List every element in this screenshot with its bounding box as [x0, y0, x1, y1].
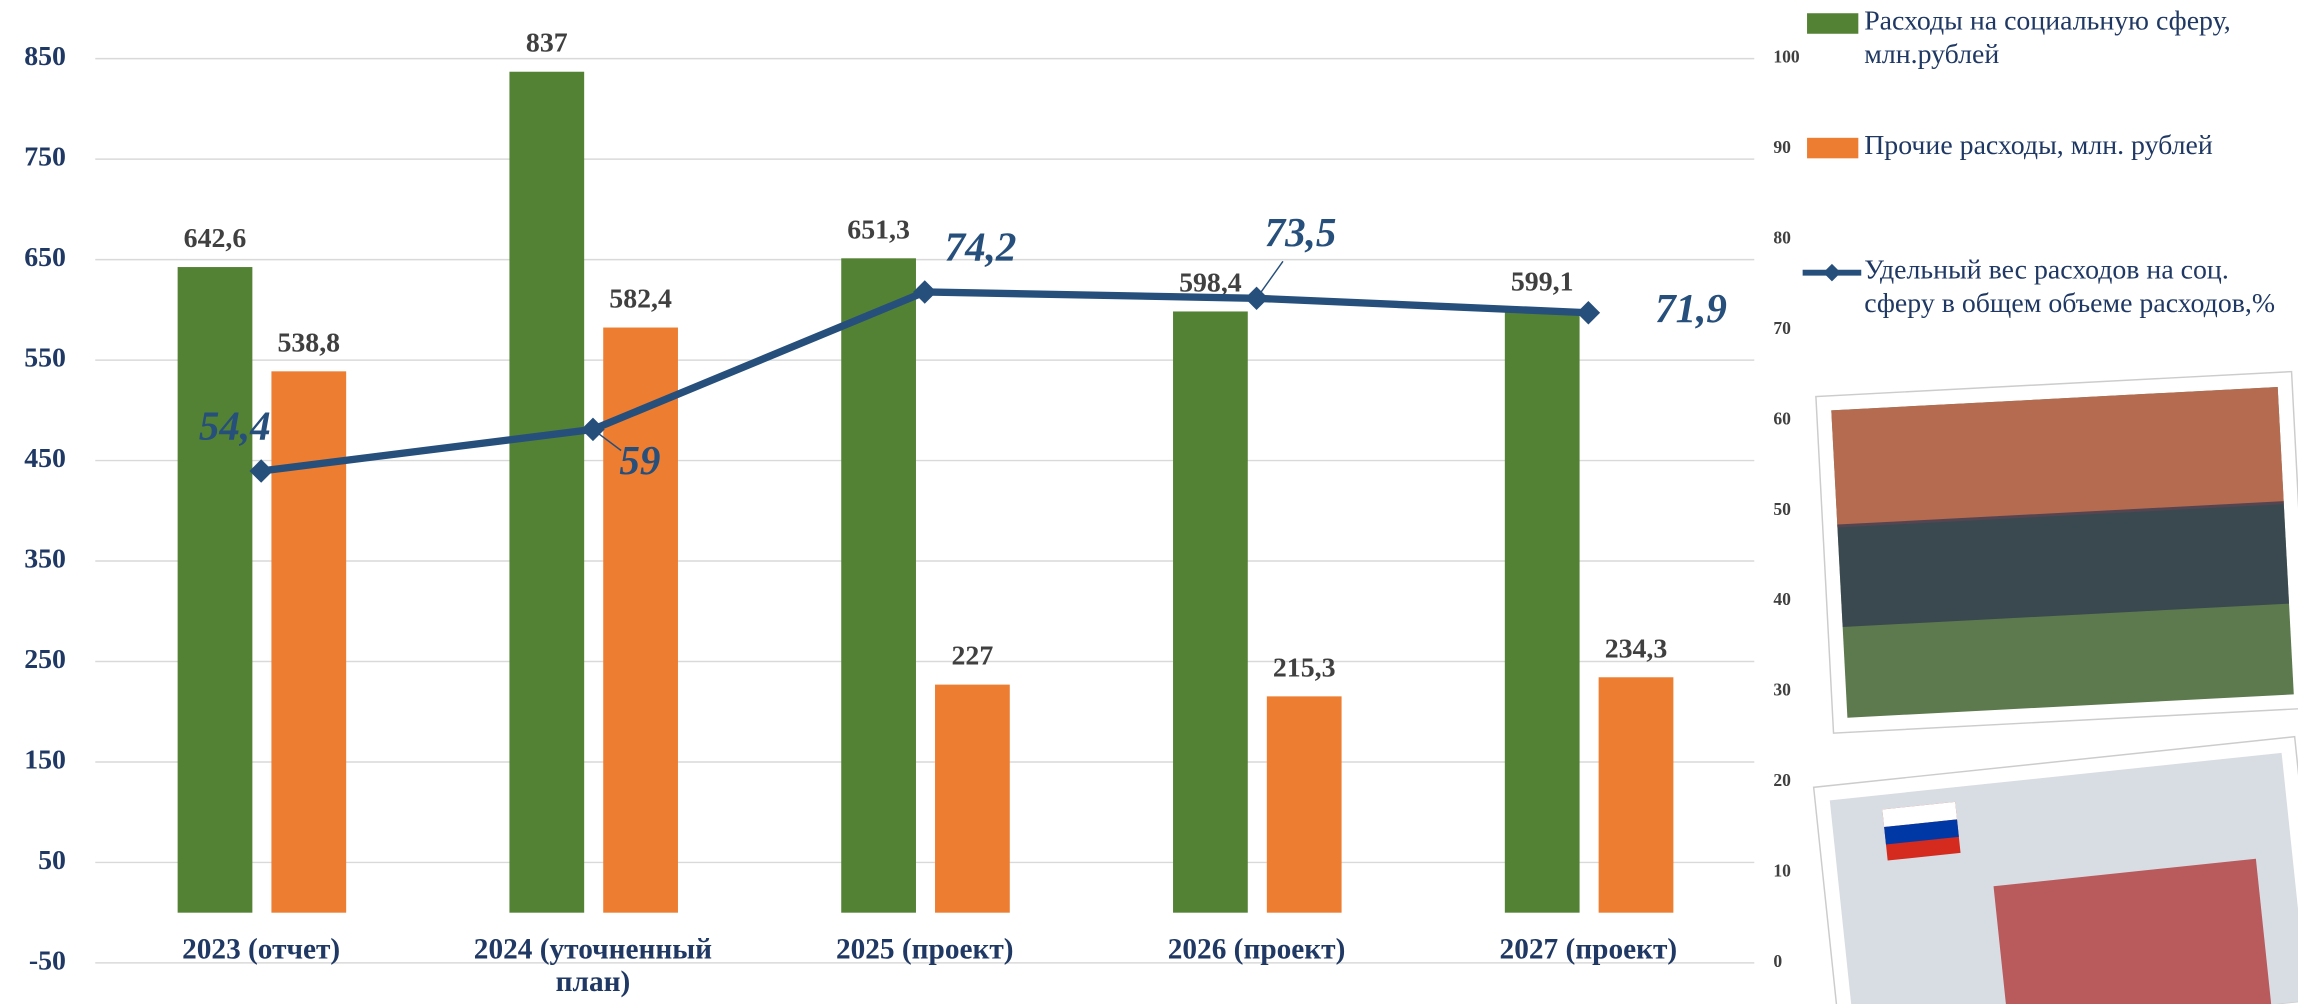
bar — [841, 258, 916, 912]
x-tick-label: 2027 (проект) — [1434, 934, 1742, 1004]
x-tick-label-text: 2025 (проект) — [771, 934, 1079, 966]
bar — [509, 72, 584, 913]
data-label: 582,4 — [609, 284, 672, 315]
bar — [178, 267, 253, 913]
bar — [271, 371, 346, 912]
data-label: 642,6 — [184, 223, 247, 254]
bar — [1173, 311, 1248, 912]
legend-swatch — [1823, 264, 1841, 282]
data-label: 59 — [619, 437, 660, 483]
y-tick-label: 750 — [24, 142, 66, 173]
data-label: 215,3 — [1273, 652, 1336, 683]
data-label: 651,3 — [847, 214, 910, 245]
data-label: 227 — [952, 641, 994, 672]
y2-tick-label: 50 — [1773, 499, 1791, 519]
data-label: 54,4 — [199, 402, 271, 448]
x-tick-label-text: 2023 (отчет) — [107, 934, 415, 966]
y2-tick-label: 90 — [1773, 137, 1791, 157]
y-tick-label: 550 — [24, 342, 66, 373]
y-tick-label: 150 — [24, 744, 66, 775]
bar — [603, 328, 678, 913]
x-tick-label: 2026 (проект) — [1103, 934, 1411, 1004]
x-tick-label-text: 2026 (проект) — [1103, 934, 1411, 966]
bar — [1267, 696, 1342, 912]
y-tick-label: 850 — [24, 41, 66, 72]
y2-tick-label: 100 — [1773, 47, 1800, 67]
y-tick-label: 650 — [24, 242, 66, 273]
legend-label-text: Расходы на социальную сферу, млн.рублей — [1864, 4, 2298, 71]
y2-tick-label: 70 — [1773, 318, 1791, 338]
x-tick-label-text: 2024 (уточненный план) — [439, 934, 747, 998]
legend-swatch — [1807, 13, 1858, 34]
bar — [935, 685, 1010, 913]
y-tick-label: 50 — [38, 845, 66, 876]
data-label: 837 — [526, 28, 568, 59]
x-tick-label: 2024 (уточненный план) — [439, 934, 747, 1004]
x-tick-label-text: 2027 (проект) — [1434, 934, 1742, 966]
x-tick-label: 2025 (проект) — [771, 934, 1079, 1004]
line — [261, 292, 1588, 471]
data-label: 538,8 — [277, 327, 340, 358]
legend-swatch — [1807, 138, 1858, 159]
legend-label-text: Удельный вес расходов на соц. сферу в об… — [1864, 254, 2298, 321]
leader-line — [1257, 261, 1283, 298]
y-tick-label: 250 — [24, 644, 66, 675]
data-label: 234,3 — [1605, 633, 1668, 664]
line-marker — [913, 280, 936, 303]
x-tick-label: 2023 (отчет) — [107, 934, 415, 1004]
y2-tick-label: 0 — [1773, 951, 1782, 971]
bar — [1505, 311, 1580, 913]
data-label: 599,1 — [1511, 267, 1574, 298]
data-label: 74,2 — [945, 223, 1017, 269]
legend-label: Удельный вес расходов на соц. сферу в об… — [1864, 254, 2298, 371]
y-tick-label: 450 — [24, 443, 66, 474]
bar — [1599, 677, 1674, 912]
data-label: 71,9 — [1655, 285, 1727, 331]
chart: -50 50 150 250 350 450 550 650 750 850 0 10 20 30 40 50… — [0, 0, 2298, 1004]
photo — [1816, 372, 2298, 734]
legend-label: Расходы на социальную сферу, млн.рублей — [1864, 4, 2298, 121]
y2-tick-label: 10 — [1773, 861, 1791, 881]
y2-tick-label: 20 — [1773, 770, 1791, 790]
y2-tick-label: 60 — [1773, 408, 1791, 428]
y-tick-label: 350 — [24, 543, 66, 574]
y-tick-label: -50 — [29, 945, 66, 976]
data-label: 73,5 — [1265, 209, 1337, 255]
line-marker — [249, 459, 272, 482]
y2-tick-label: 30 — [1773, 680, 1791, 700]
legend-label-text: Прочие расходы, млн. рублей — [1864, 129, 2298, 163]
photo — [1814, 737, 2298, 1004]
y2-tick-label: 80 — [1773, 228, 1791, 248]
y2-tick-label: 40 — [1773, 589, 1791, 609]
line-marker — [1577, 301, 1600, 324]
legend-label: Прочие расходы, млн. рублей — [1864, 129, 2298, 246]
